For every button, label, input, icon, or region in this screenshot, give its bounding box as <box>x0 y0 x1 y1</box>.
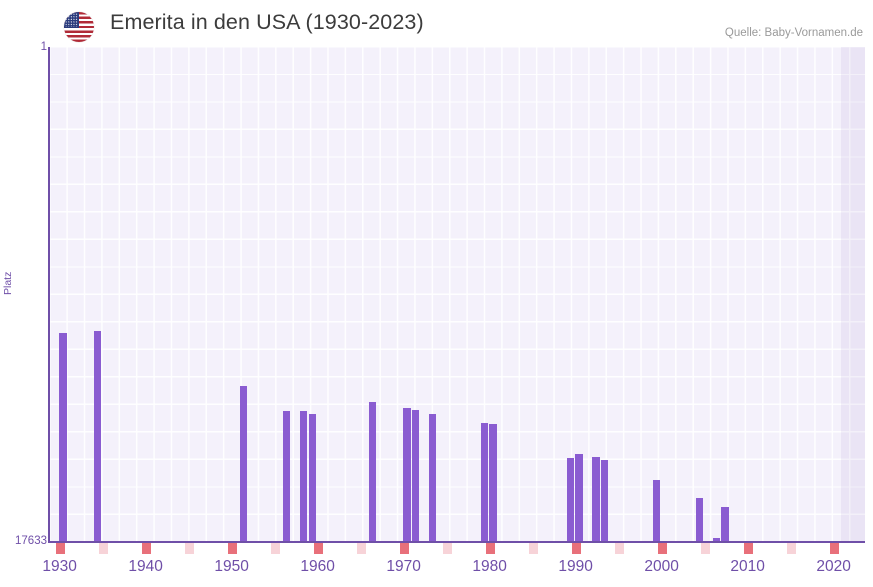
y-tick-top: 1 <box>40 41 47 53</box>
x-tick-label-1930: 1930 <box>42 558 77 575</box>
x-tick-2010 <box>743 543 753 554</box>
flag-canton <box>64 12 79 29</box>
us-flag-icon <box>64 12 94 42</box>
x-tick-1975 <box>442 543 452 554</box>
x-axis-line <box>48 541 865 543</box>
y-axis-group: Platz <box>0 0 45 587</box>
y-tick-bottom: 17633 <box>15 535 47 547</box>
x-tick-1985 <box>528 543 538 554</box>
x-tick-1950 <box>227 543 237 554</box>
x-tick-label-2020: 2020 <box>816 558 851 575</box>
bar-2007 <box>721 506 729 542</box>
bar-1993 <box>600 460 609 542</box>
x-tick-1990 <box>571 543 581 554</box>
x-tick-1955 <box>270 543 280 554</box>
bar-1959 <box>308 413 316 542</box>
bar-2004 <box>695 497 703 542</box>
x-tick-1940 <box>141 543 151 554</box>
bar-1980 <box>489 423 497 542</box>
bar-1970 <box>403 408 411 542</box>
x-tick-1960 <box>313 543 323 554</box>
bar-1958 <box>299 411 308 542</box>
x-tick-1995 <box>614 543 624 554</box>
plot-area <box>48 47 865 542</box>
source-attribution: Quelle: Baby-Vornamen.de <box>724 27 863 39</box>
x-tick-1945 <box>184 543 194 554</box>
x-tick-label-2000: 2000 <box>644 558 679 575</box>
x-tick-label-2010: 2010 <box>730 558 765 575</box>
bar-1973 <box>428 413 437 542</box>
bar-1966 <box>368 401 377 542</box>
bar-1951 <box>239 386 248 542</box>
bar-1934 <box>93 330 101 542</box>
bars-layer <box>50 47 865 542</box>
x-tick-2000 <box>657 543 667 554</box>
x-tick-label-1940: 1940 <box>128 558 163 575</box>
y-axis-title: Platz <box>2 271 14 295</box>
x-tick-label-1950: 1950 <box>214 558 249 575</box>
bar-1930 <box>59 333 67 542</box>
x-axis-ticks <box>48 543 865 554</box>
bar-1956 <box>282 411 291 542</box>
x-tick-1980 <box>485 543 495 554</box>
x-tick-2015 <box>786 543 796 554</box>
bar-1990 <box>575 454 583 542</box>
bar-1971 <box>411 409 420 542</box>
x-tick-label-1980: 1980 <box>472 558 507 575</box>
page-title: Emerita in den USA (1930-2023) <box>110 10 424 34</box>
x-tick-1970 <box>399 543 409 554</box>
bar-1999 <box>652 479 660 542</box>
chart-header: Emerita in den USA (1930-2023) Quelle: B… <box>0 0 873 47</box>
x-tick-2005 <box>700 543 710 554</box>
bar-1979 <box>480 423 488 542</box>
x-tick-label-1970: 1970 <box>386 558 421 575</box>
x-tick-1930 <box>55 543 65 554</box>
x-tick-1935 <box>98 543 108 554</box>
bar-2006 <box>712 538 721 542</box>
x-tick-1965 <box>356 543 366 554</box>
x-tick-2020 <box>829 543 839 554</box>
x-tick-label-1960: 1960 <box>300 558 335 575</box>
bar-1992 <box>592 457 600 542</box>
x-tick-label-1990: 1990 <box>558 558 593 575</box>
bar-1989 <box>566 457 574 542</box>
